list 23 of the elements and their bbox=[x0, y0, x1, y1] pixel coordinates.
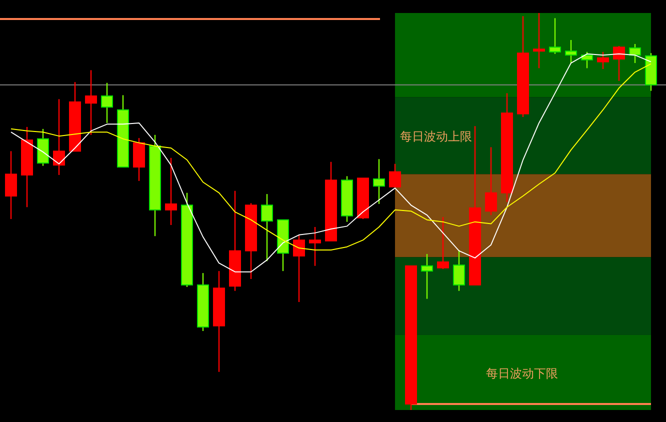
candlestick bbox=[101, 82, 113, 124]
candlestick bbox=[165, 157, 177, 226]
candlestick bbox=[5, 150, 17, 220]
candlestick bbox=[453, 249, 465, 292]
candlestick bbox=[293, 234, 305, 303]
candlestick bbox=[53, 98, 65, 176]
candlestick bbox=[309, 226, 321, 266]
candlestick bbox=[437, 216, 449, 270]
candlestick bbox=[421, 253, 433, 300]
candlestick bbox=[565, 39, 577, 64]
candlestick bbox=[581, 51, 593, 69]
candlestick bbox=[389, 163, 401, 188]
band-label: 每日波动上限 bbox=[400, 130, 472, 144]
candlestick bbox=[549, 18, 561, 54]
candlestick bbox=[261, 193, 273, 262]
candlestick bbox=[613, 45, 625, 82]
candlestick bbox=[597, 51, 609, 70]
band-label: 每日波动下限 bbox=[486, 366, 558, 380]
candlestick bbox=[85, 70, 97, 136]
candlestick bbox=[629, 43, 641, 64]
candlestick bbox=[485, 146, 497, 216]
candlestick bbox=[373, 158, 385, 205]
candlestick bbox=[533, 12, 545, 69]
